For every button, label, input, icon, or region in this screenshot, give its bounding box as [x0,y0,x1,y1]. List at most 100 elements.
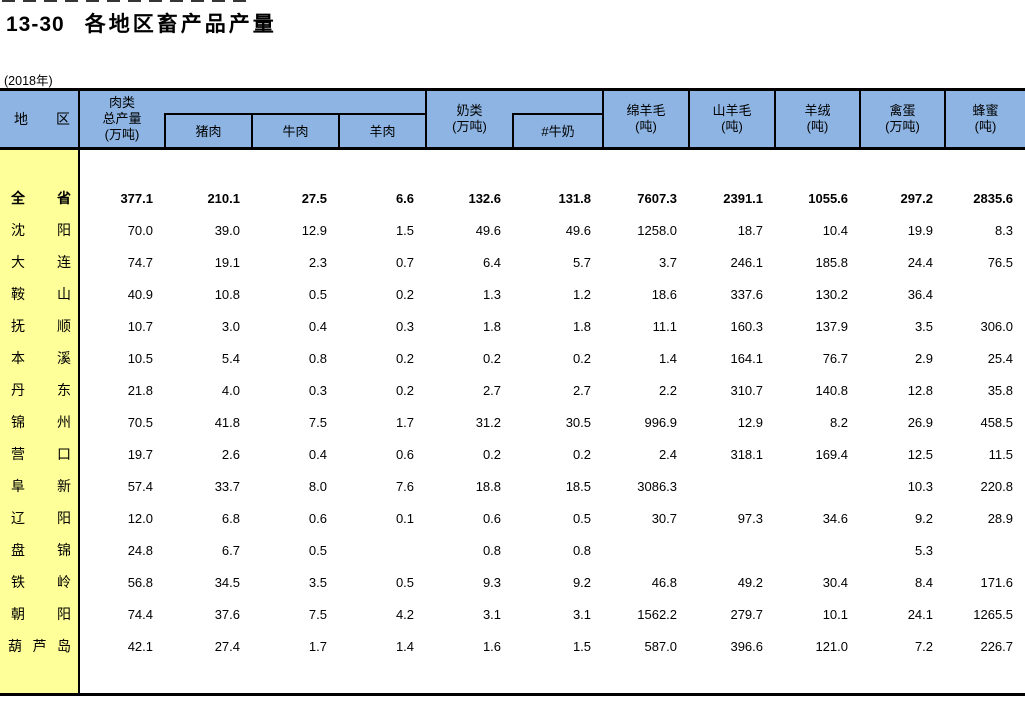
value-cell: 1.3 [426,278,514,310]
value-cell: 1265.5 [945,598,1025,630]
value-cell: 2.2 [603,374,690,406]
value-cell: 185.8 [775,246,861,278]
value-cell: 0.6 [252,502,339,534]
mutton-column-header: 羊肉 [337,113,427,150]
value-cell: 7.5 [252,598,339,630]
eggs-column-header: 禽蛋 (万吨) [859,89,946,150]
value-cell: 12.0 [79,502,165,534]
table-row: 沈阳 70.0 39.0 12.9 1.5 49.6 49.6 1258.0 18.7 10.4 1… [0,214,1025,246]
value-cell: 1.8 [513,310,604,342]
region-name-char: 本 [11,350,25,366]
region-name: 本溪 [0,348,78,368]
table-row: 葫芦岛 42.1 27.4 1.7 1.4 1.6 1.5 587.0 396.6 121.0 7.… [0,630,1025,662]
value-cell: 24.8 [79,534,165,566]
value-cell: 310.7 [689,374,776,406]
value-cell: 131.8 [513,182,604,214]
value-cell: 74.7 [79,246,165,278]
value-cell: 6.8 [165,502,252,534]
value-cell: 171.6 [945,566,1025,598]
value-cell: 12.5 [860,438,946,470]
table-row: 盘锦 24.8 6.7 0.5 0.8 0.8 5.3 [0,534,1025,566]
region-name: 辽阳 [0,508,78,528]
value-cell: 19.7 [79,438,165,470]
value-cell: 0.3 [339,310,427,342]
filler-row [0,662,1025,695]
value-cell: 70.0 [79,214,165,246]
value-cell: 4.2 [339,598,427,630]
value-cell: 2.3 [252,246,339,278]
region-cell: 全省 [0,182,80,214]
milk-subgroup-spacer [513,89,604,115]
value-cell: 210.1 [165,182,252,214]
value-cell: 0.6 [426,502,514,534]
value-cell: 0.2 [426,438,514,470]
milk-total-column-header: 奶类 (万吨) [425,89,514,150]
value-cell: 11.5 [945,438,1025,470]
value-cell: 34.5 [165,566,252,598]
meat-total-label: 肉类 总产量 (万吨) [102,94,142,143]
pork-column-header: 猪肉 [164,113,252,150]
table-row: 辽阳 12.0 6.8 0.6 0.1 0.6 0.5 30.7 97.3 34.6 9.2 28.9 [0,502,1025,534]
region-cell: 鞍山 [0,278,80,310]
value-cell: 76.7 [775,342,861,374]
value-cell: 2.7 [513,374,604,406]
value-cell: 19.9 [860,214,946,246]
table-row: 营口 19.7 2.6 0.4 0.6 0.2 0.2 2.4 318.1 169.4 12.5 11… [0,438,1025,470]
value-cell: 0.5 [252,534,339,566]
year-subtitle: (2018年) [4,74,53,88]
value-cell: 137.9 [775,310,861,342]
value-cell: 130.2 [775,278,861,310]
value-cell [775,534,861,566]
value-cell [945,534,1025,566]
region-name: 铁岭 [0,572,78,592]
value-cell: 1.8 [426,310,514,342]
value-cell: 5.7 [513,246,604,278]
value-cell: 226.7 [945,630,1025,662]
value-cell: 132.6 [426,182,514,214]
value-cell: 2.9 [860,342,946,374]
honey-column-header: 蜂蜜 (吨) [944,89,1025,150]
value-cell: 6.4 [426,246,514,278]
table-row: 抚顺 10.7 3.0 0.4 0.3 1.8 1.8 11.1 160.3 137.9 3.5 30… [0,310,1025,342]
value-cell: 3.1 [513,598,604,630]
region-name-char: 连 [57,254,71,270]
value-cell: 33.7 [165,470,252,502]
value-cell: 6.7 [165,534,252,566]
table-row: 本溪 10.5 5.4 0.8 0.2 0.2 0.2 1.4 164.1 76.7 2.9 25.4 [0,342,1025,374]
region-cell: 葫芦岛 [0,630,80,662]
value-cell: 10.7 [79,310,165,342]
value-cell: 2.7 [426,374,514,406]
table-row: 锦州 70.5 41.8 7.5 1.7 31.2 30.5 996.9 12.9 8.2 26.9… [0,406,1025,438]
value-cell: 30.4 [775,566,861,598]
value-cell: 0.2 [339,342,427,374]
value-cell: 36.4 [860,278,946,310]
value-cell: 164.1 [689,342,776,374]
region-name-char: 阜 [11,478,25,494]
value-cell: 10.1 [775,598,861,630]
region-name-char: 辽 [11,510,25,526]
value-cell [689,470,776,502]
region-cell: 辽阳 [0,502,80,534]
goat-wool-column-header: 山羊毛 (吨) [688,89,776,150]
region-name-char: 盘 [11,542,25,558]
region-name-char: 省 [57,190,71,206]
value-cell: 1.2 [513,278,604,310]
region-name-char: 阳 [57,606,71,622]
goat-wool-label: 山羊毛 (吨) [712,102,752,134]
value-cell: 5.3 [860,534,946,566]
value-cell: 5.4 [165,342,252,374]
value-cell: 49.6 [513,214,604,246]
region-name: 全省 [0,188,78,208]
value-cell: 28.9 [945,502,1025,534]
value-cell: 3.7 [603,246,690,278]
spacer-row [0,148,1025,182]
region-name: 丹东 [0,380,78,400]
region-name-char: 锦 [11,414,25,430]
value-cell: 31.2 [426,406,514,438]
value-cell: 587.0 [603,630,690,662]
value-cell: 27.4 [165,630,252,662]
value-cell: 337.6 [689,278,776,310]
value-cell: 30.5 [513,406,604,438]
value-cell: 70.5 [79,406,165,438]
value-cell: 18.5 [513,470,604,502]
